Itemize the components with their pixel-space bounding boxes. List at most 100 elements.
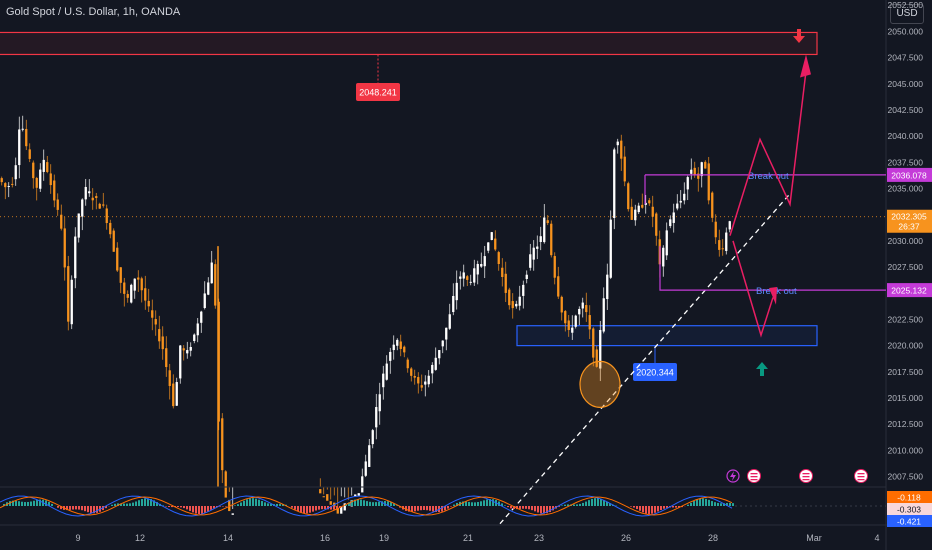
- candle-body: [336, 508, 339, 514]
- candle-body: [427, 375, 430, 385]
- candle-body: [518, 296, 521, 306]
- signal-line: [0, 496, 733, 516]
- macd-bar: [330, 506, 332, 510]
- candle-body: [711, 192, 714, 218]
- macd-bar: [291, 506, 293, 508]
- candle-body: [441, 340, 444, 347]
- bearish-projection-path: [732, 240, 774, 338]
- candle-body: [445, 327, 448, 340]
- candle-body: [466, 276, 469, 280]
- macd-bar: [357, 499, 359, 506]
- macd-bar: [78, 506, 80, 510]
- flag-stripe: [802, 479, 810, 481]
- macd-bar: [657, 506, 659, 512]
- macd-bar: [69, 506, 71, 510]
- macd-histogram: [3, 498, 734, 514]
- macd-bar: [444, 506, 446, 511]
- candle-body: [651, 206, 654, 217]
- candles: [0, 115, 731, 515]
- macd-bar: [171, 506, 173, 508]
- macd-bar: [3, 503, 5, 506]
- candle-body: [630, 206, 633, 220]
- candle-body: [641, 204, 644, 208]
- candle-body: [532, 247, 535, 260]
- candle-body: [655, 213, 658, 236]
- macd-bar: [27, 501, 29, 506]
- macd-bar: [720, 503, 722, 506]
- flag-stripe: [857, 476, 865, 478]
- candle-body: [683, 193, 686, 201]
- currency-button[interactable]: USD: [890, 4, 924, 24]
- candle-body: [648, 200, 651, 204]
- candle-body: [693, 167, 696, 176]
- x-tick-label: 28: [708, 533, 718, 543]
- macd-bar: [60, 506, 62, 510]
- macd-bar: [423, 506, 425, 510]
- candle-body: [480, 264, 483, 267]
- y-tick-label: 2042.500: [888, 105, 924, 115]
- macd-bar: [105, 506, 107, 509]
- candle-body: [25, 128, 28, 147]
- candle-body: [354, 494, 357, 497]
- candle-body: [417, 377, 420, 384]
- candle-body: [606, 274, 609, 300]
- candle-body: [539, 236, 542, 243]
- resistance-zone: [0, 31, 818, 56]
- candle-body: [161, 336, 164, 350]
- macd-bar: [732, 503, 734, 506]
- candle-body: [77, 213, 80, 238]
- y-tick-label: 2045.000: [888, 79, 924, 89]
- candle-body: [501, 267, 504, 278]
- candle-body: [112, 230, 115, 252]
- candle-body: [455, 282, 458, 301]
- candle-body: [200, 311, 203, 323]
- macd-bar: [711, 501, 713, 506]
- candle-body: [364, 461, 367, 476]
- macd-bar: [87, 506, 89, 513]
- macd-bar: [372, 502, 374, 506]
- candle-body: [434, 357, 437, 370]
- candle-body: [410, 368, 413, 376]
- candle-body: [420, 385, 423, 388]
- candle-body: [70, 279, 73, 325]
- candle-body: [728, 221, 731, 230]
- candle-body: [361, 476, 364, 493]
- candle-body: [574, 315, 577, 327]
- macd-bar: [561, 505, 563, 506]
- candle-body: [616, 141, 619, 146]
- macd-bar: [678, 506, 680, 508]
- macd-bar: [513, 506, 515, 509]
- macd-bar: [474, 502, 476, 506]
- macd-bar: [672, 506, 674, 508]
- macd-bar: [183, 506, 185, 509]
- macd-bar: [57, 506, 59, 508]
- x-tick-label: 9: [75, 533, 80, 543]
- macd-bar: [210, 506, 212, 510]
- candle-body: [609, 219, 612, 278]
- y-tick-label: 2035.000: [888, 184, 924, 194]
- candle-body: [546, 220, 549, 224]
- macd-bar: [213, 506, 215, 509]
- macd-bar: [723, 503, 725, 506]
- flag-stripe: [750, 479, 758, 481]
- macd-bar: [315, 506, 317, 511]
- macd-bar: [708, 499, 710, 506]
- macd-value-tag: -0.421: [897, 517, 921, 527]
- macd-bar: [354, 499, 356, 506]
- macd-bar: [666, 506, 668, 508]
- candle-body: [28, 149, 31, 159]
- macd-bar: [207, 506, 209, 512]
- macd-bar: [690, 502, 692, 506]
- macd-bar: [123, 503, 125, 506]
- candle-body: [95, 196, 98, 198]
- macd-bar: [168, 506, 170, 507]
- macd-bar: [531, 506, 533, 511]
- macd-bar: [33, 500, 35, 506]
- macd-value-tag-bg: [887, 515, 932, 527]
- macd-bar: [567, 504, 569, 506]
- lower-breakout-price-tag-bg: [887, 283, 932, 298]
- macd-bar: [51, 503, 53, 506]
- macd-bar: [501, 503, 503, 506]
- x-tick-label: 23: [534, 533, 544, 543]
